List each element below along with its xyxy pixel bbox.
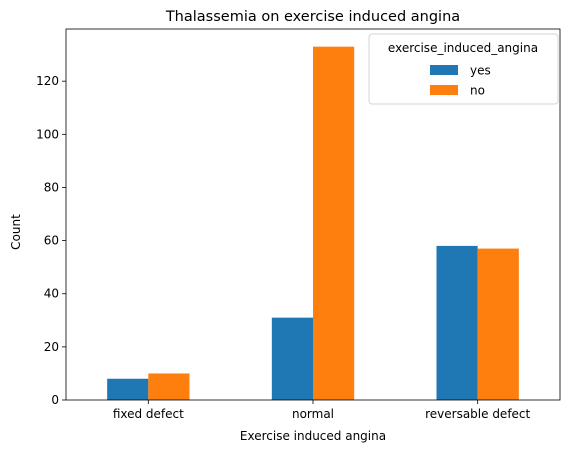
- bar-yes-1: [271, 317, 313, 400]
- x-tick-label-1: normal: [292, 407, 334, 421]
- y-tick-label-1: 20: [44, 340, 59, 354]
- legend: exercise_induced_angina yes no: [368, 33, 559, 105]
- bar-no-1: [313, 46, 355, 401]
- legend-frame: [368, 33, 559, 105]
- axes-frame: [65, 28, 561, 401]
- y-tick-label-6: 120: [36, 74, 59, 88]
- x-tick-label-2: reversable defect: [425, 407, 530, 421]
- y-tick-label-3: 60: [44, 234, 59, 248]
- x-axis-label: Exercise induced angina: [240, 429, 386, 443]
- x-tick-label-0: fixed defect: [113, 407, 184, 421]
- plot-area: 0 20 40 60 80 100 120 fixed defect normal reversa…: [36, 28, 561, 421]
- legend-title: exercise_induced_angina: [388, 41, 538, 55]
- legend-swatch-no: [430, 85, 458, 95]
- y-axis-label: Count: [9, 214, 23, 250]
- legend-label-no: no: [470, 84, 485, 98]
- y-tick-label-0: 0: [51, 393, 59, 407]
- legend-swatch-yes: [430, 65, 458, 75]
- chart-title: Thalassemia on exercise induced angina: [165, 9, 460, 25]
- legend-label-yes: yes: [470, 64, 491, 78]
- y-tick-label-4: 80: [44, 180, 59, 194]
- bar-yes-2: [436, 245, 478, 400]
- bar-no-0: [148, 373, 190, 400]
- y-tick-label-2: 40: [44, 287, 59, 301]
- bar-no-2: [477, 248, 519, 400]
- y-tick-label-5: 100: [36, 127, 59, 141]
- legend-items: yes no: [430, 64, 491, 98]
- bar-yes-0: [107, 378, 149, 400]
